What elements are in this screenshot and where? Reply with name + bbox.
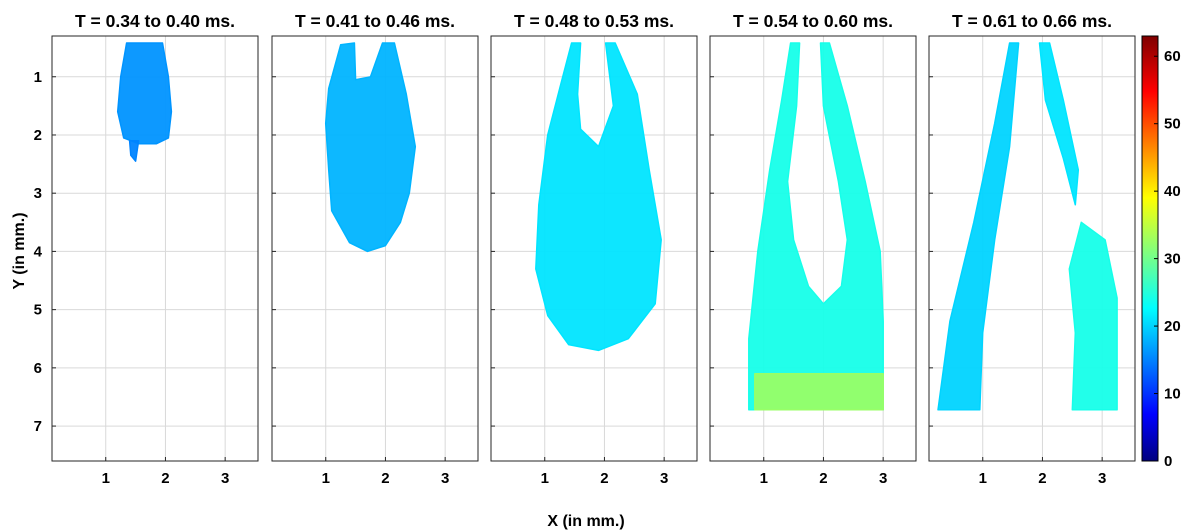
x-tick-label: 2 [819, 470, 827, 487]
panel-title: T = 0.41 to 0.46 ms. [295, 11, 455, 31]
x-tick-label: 1 [102, 470, 110, 487]
y-tick-label: 3 [34, 185, 42, 202]
panel-title: T = 0.61 to 0.66 ms. [952, 11, 1112, 31]
colorbar-tick-label: 0 [1164, 453, 1172, 470]
axes-frame [51, 35, 259, 462]
panel-2: 1 2 3 T = 0.41 to 0.46 ms. [271, 11, 479, 487]
velocity-region [748, 42, 884, 411]
y-tick-label: 7 [34, 418, 42, 435]
velocity-region [324, 42, 417, 253]
axes-frame [271, 35, 479, 462]
velocity-region [535, 42, 662, 352]
x-tick-label: 3 [879, 470, 887, 487]
y-tick-label: 5 [34, 302, 42, 319]
x-tick-label: 3 [660, 470, 668, 487]
panel-1: 1 2 3 1 2 3 4 5 6 7 T = 0.34 to 0.40 ms. [34, 11, 259, 487]
x-tick-label: 1 [541, 470, 549, 487]
axes-frame [490, 35, 698, 462]
x-tick-label: 2 [381, 470, 389, 487]
panels-group: 1 2 3 1 2 3 4 5 6 7 T = 0.34 to 0.40 ms. 1 2 3 T = 0.4… [34, 11, 1136, 487]
colorbar-tick-label: 50 [1164, 116, 1181, 133]
panel-3: 1 2 3 T = 0.48 to 0.53 ms. [490, 11, 698, 487]
panel-5: 1 2 3 T = 0.61 to 0.66 ms. [928, 11, 1136, 487]
colorbar-tick-label: 40 [1164, 183, 1181, 200]
x-tick-label: 1 [760, 470, 768, 487]
panel-title: T = 0.54 to 0.60 ms. [733, 11, 893, 31]
panel-title: T = 0.34 to 0.40 ms. [75, 11, 235, 31]
velocity-region [754, 372, 884, 411]
y-tick-label: 1 [34, 69, 42, 86]
colorbar-ticks: 0 10 20 30 40 50 60 [1154, 48, 1181, 470]
x-axis-label: X (in mm.) [547, 513, 624, 530]
panel-title: T = 0.48 to 0.53 ms. [514, 11, 674, 31]
panel-4: 1 2 3 T = 0.54 to 0.60 ms. [709, 11, 917, 487]
velocity-region [1068, 221, 1118, 411]
x-tick-label: 2 [1038, 470, 1046, 487]
x-tick-label: 1 [322, 470, 330, 487]
velocity-region [1038, 42, 1080, 206]
velocity-region [128, 140, 140, 162]
colorbar-tick-label: 10 [1164, 386, 1181, 403]
axes-frame [709, 35, 917, 462]
colorbar-tick-label: 20 [1164, 318, 1181, 335]
y-tick-label: 6 [34, 360, 42, 377]
x-tick-label: 3 [1098, 470, 1106, 487]
x-tick-label: 3 [221, 470, 229, 487]
velocity-region [116, 42, 173, 145]
y-tick-label: 2 [34, 127, 42, 144]
y-axis-label: Y (in mm.) [11, 212, 28, 289]
x-tick-label: 2 [161, 470, 169, 487]
axes-frame [928, 35, 1136, 462]
x-tick-label: 2 [600, 470, 608, 487]
x-tick-label: 1 [979, 470, 987, 487]
velocity-region [937, 42, 1020, 411]
colorbar: 0 10 20 30 40 50 60 [1141, 35, 1181, 470]
y-tick-label: 4 [34, 243, 43, 260]
colorbar-tick-label: 30 [1164, 251, 1181, 268]
x-tick-label: 3 [441, 470, 449, 487]
colorbar-tick-label: 60 [1164, 48, 1181, 65]
colorbar-gradient [1141, 35, 1159, 462]
